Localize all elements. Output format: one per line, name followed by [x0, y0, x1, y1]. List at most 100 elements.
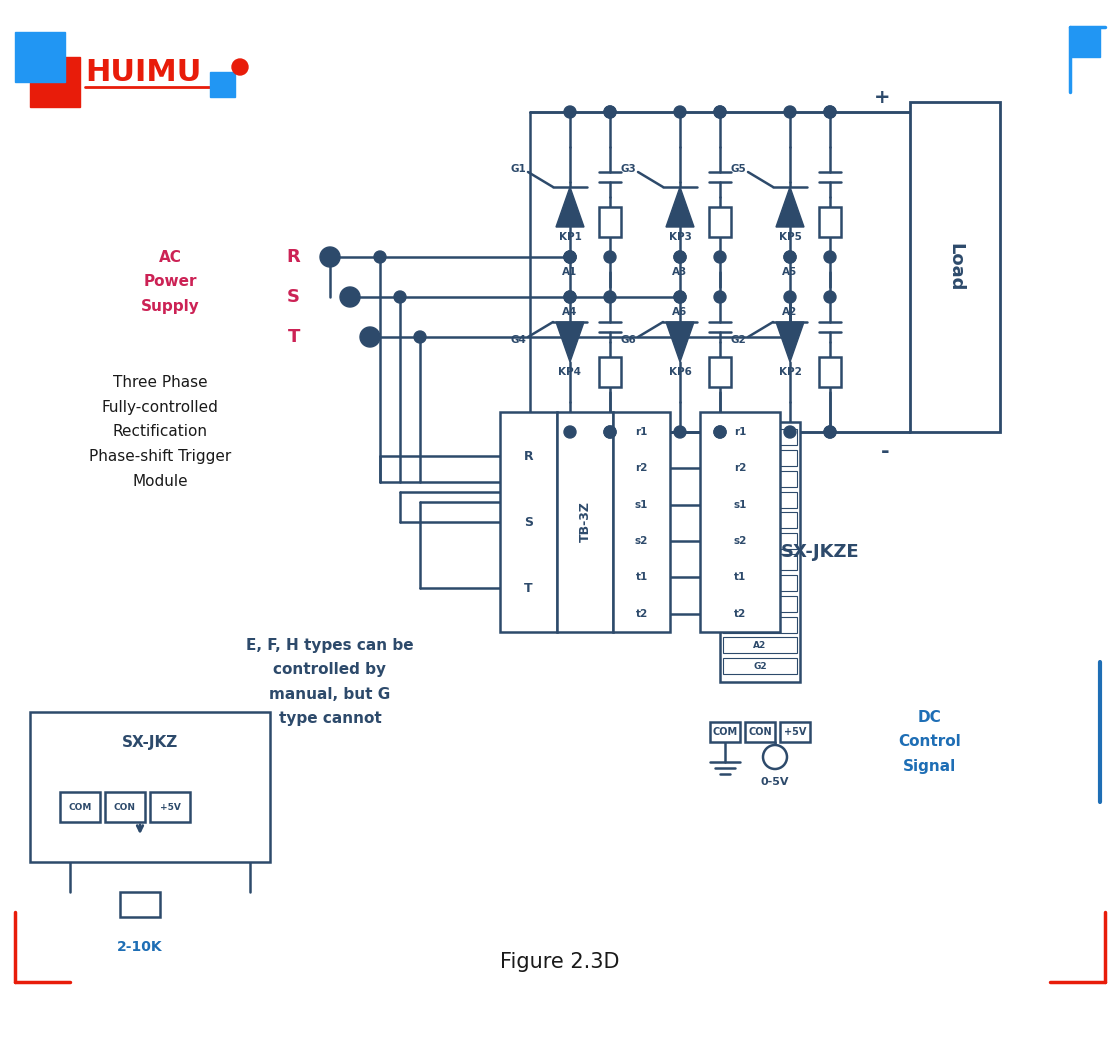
Text: HUIMU: HUIMU: [85, 58, 201, 87]
Circle shape: [824, 106, 836, 118]
Text: s1: s1: [733, 500, 746, 510]
Bar: [709, 722, 739, 742]
Bar: [60, 792, 100, 822]
Text: r2: r2: [635, 463, 648, 474]
Bar: [30, 57, 80, 107]
Circle shape: [604, 426, 616, 438]
Text: E, F, H types can be
controlled by
manual, but G
type cannot: E, F, H types can be controlled by manua…: [246, 637, 414, 726]
Circle shape: [714, 106, 726, 118]
Circle shape: [564, 251, 576, 263]
Circle shape: [784, 106, 796, 118]
Circle shape: [674, 106, 686, 118]
Bar: [709, 357, 731, 387]
Text: s2: s2: [733, 536, 746, 546]
Bar: [1070, 27, 1100, 57]
Circle shape: [414, 331, 426, 343]
Bar: [723, 554, 797, 570]
Bar: [745, 722, 775, 742]
Circle shape: [674, 291, 686, 303]
Text: s1: s1: [635, 500, 648, 510]
Bar: [709, 207, 731, 237]
Bar: [30, 712, 270, 862]
Text: G3: G3: [753, 536, 767, 546]
Text: A1: A1: [563, 267, 577, 277]
Circle shape: [824, 426, 836, 438]
Bar: [723, 512, 797, 528]
Circle shape: [564, 426, 576, 438]
Text: R: R: [286, 249, 300, 266]
Text: KP2: KP2: [778, 367, 802, 377]
Circle shape: [564, 251, 576, 263]
Text: +5V: +5V: [784, 727, 806, 737]
Circle shape: [824, 106, 836, 118]
Text: G6: G6: [753, 579, 767, 587]
Text: A2: A2: [783, 307, 797, 316]
Text: 2-10K: 2-10K: [117, 940, 162, 954]
Polygon shape: [776, 322, 804, 362]
Circle shape: [320, 247, 340, 267]
Text: t2: t2: [734, 609, 746, 619]
Bar: [150, 792, 190, 822]
Circle shape: [714, 106, 726, 118]
Text: A6: A6: [753, 558, 766, 566]
Text: T: T: [524, 582, 533, 595]
Circle shape: [340, 287, 360, 307]
Circle shape: [604, 426, 616, 438]
Bar: [780, 722, 810, 742]
Text: SX-JKZ: SX-JKZ: [122, 735, 178, 750]
Text: A5: A5: [783, 267, 797, 277]
Text: KP1: KP1: [558, 232, 582, 242]
Text: G1: G1: [753, 453, 767, 462]
Text: A3: A3: [673, 267, 687, 277]
Text: Load: Load: [946, 243, 964, 291]
Text: A3: A3: [753, 516, 766, 525]
Bar: [723, 658, 797, 674]
Text: Figure 2.3D: Figure 2.3D: [500, 952, 619, 972]
Text: r2: r2: [734, 463, 746, 474]
Circle shape: [714, 426, 726, 438]
Bar: [699, 412, 780, 632]
Bar: [120, 892, 160, 917]
Text: KP4: KP4: [558, 367, 582, 377]
Circle shape: [674, 291, 686, 303]
Circle shape: [714, 251, 726, 263]
Polygon shape: [556, 187, 584, 227]
Text: A2: A2: [753, 640, 766, 650]
Text: t1: t1: [636, 572, 648, 582]
Bar: [614, 412, 671, 632]
Polygon shape: [666, 187, 694, 227]
Circle shape: [784, 291, 796, 303]
Bar: [723, 533, 797, 549]
Bar: [723, 429, 797, 445]
Text: S: S: [287, 288, 300, 306]
Bar: [599, 357, 620, 387]
Text: 0-5V: 0-5V: [761, 777, 790, 787]
Bar: [723, 575, 797, 590]
Circle shape: [564, 291, 576, 303]
Bar: [599, 207, 620, 237]
Text: G4: G4: [510, 335, 526, 345]
Text: A4: A4: [753, 474, 766, 483]
Bar: [723, 617, 797, 633]
Text: COM: COM: [68, 803, 91, 811]
Text: TB-3Z: TB-3Z: [578, 501, 592, 543]
Circle shape: [360, 327, 380, 347]
Circle shape: [714, 291, 726, 303]
Bar: [723, 492, 797, 508]
Circle shape: [784, 331, 796, 343]
Polygon shape: [666, 322, 694, 362]
Circle shape: [784, 251, 796, 263]
Text: AC
Power
Supply: AC Power Supply: [140, 250, 199, 314]
Text: +5V: +5V: [159, 803, 180, 811]
Text: t1: t1: [734, 572, 746, 582]
Text: SX-JKZE: SX-JKZE: [781, 543, 860, 561]
Circle shape: [394, 291, 406, 303]
Bar: [500, 412, 557, 632]
Text: r1: r1: [635, 427, 648, 436]
Bar: [910, 102, 1000, 432]
Text: Three Phase
Fully-controlled
Rectification
Phase-shift Trigger
Module: Three Phase Fully-controlled Rectificati…: [89, 375, 231, 489]
Text: G1: G1: [510, 164, 526, 174]
Text: t2: t2: [636, 609, 648, 619]
Circle shape: [763, 746, 787, 769]
Circle shape: [714, 426, 726, 438]
